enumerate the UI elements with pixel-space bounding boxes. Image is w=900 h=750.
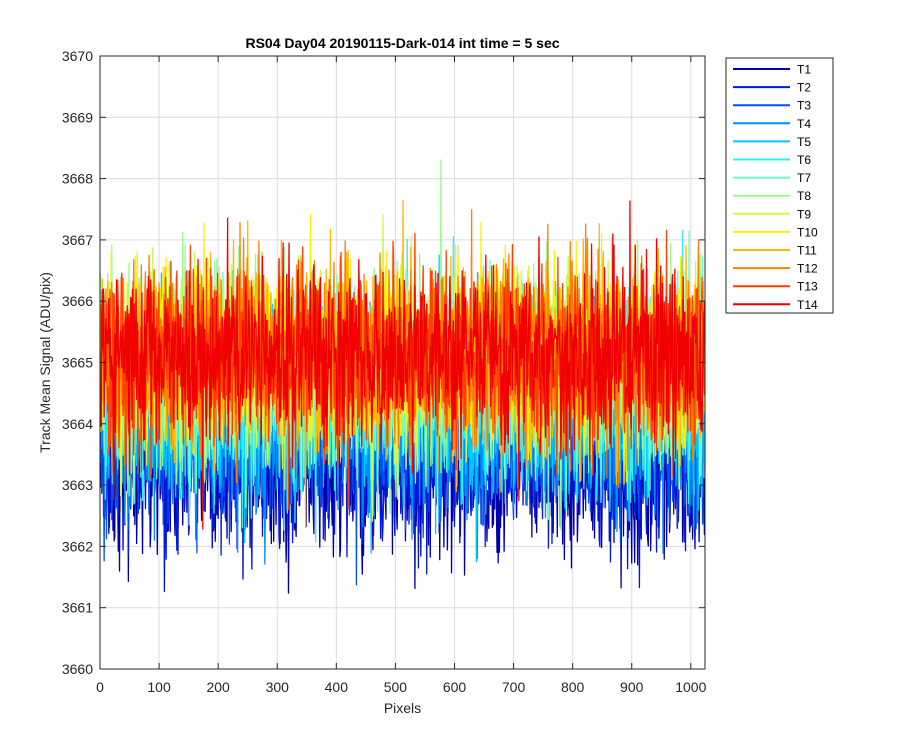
- axis-ticks: 0 100 200 300 400 500 600 700 800 900 1000 3660 3661…: [62, 48, 707, 695]
- legend-label: T4: [797, 117, 811, 131]
- legend-label: T9: [797, 207, 811, 221]
- legend-label: T10: [797, 225, 818, 239]
- legend: T1 T2 T3 T4 T5 T6 T7 T8 T9 T10 T11 T12 T13 T14: [725, 57, 834, 314]
- y-tick-label: 3665: [62, 355, 93, 371]
- chart-title: RS04 Day04 20190115-Dark-014 int time = …: [245, 35, 559, 51]
- legend-label: T2: [797, 81, 811, 95]
- series-line-t14: [100, 200, 705, 530]
- x-tick-label: 1000: [675, 679, 706, 695]
- x-tick-label: 500: [384, 679, 408, 695]
- x-tick-label: 800: [561, 679, 585, 695]
- y-tick-label: 3660: [62, 661, 93, 677]
- legend-label: T1: [797, 63, 811, 77]
- x-tick-label: 700: [502, 679, 526, 695]
- x-tick-label: 900: [620, 679, 644, 695]
- y-tick-label: 3670: [62, 48, 93, 64]
- y-tick-label: 3663: [62, 477, 93, 493]
- legend-label: T13: [797, 280, 818, 294]
- legend-label: T7: [797, 171, 811, 185]
- legend-label: T6: [797, 153, 811, 167]
- legend-label: T5: [797, 135, 811, 149]
- legend-label: T8: [797, 189, 811, 203]
- legend-box: [725, 57, 834, 314]
- series-lines: [100, 159, 705, 594]
- y-tick-label: 3667: [62, 232, 93, 248]
- x-tick-label: 600: [443, 679, 467, 695]
- legend-label: T14: [797, 298, 818, 312]
- y-tick-label: 3661: [62, 600, 93, 616]
- y-tick-label: 3668: [62, 171, 93, 187]
- legend-label: T3: [797, 99, 811, 113]
- y-axis-label: Track Mean Signal (ADU/pix): [37, 272, 53, 453]
- x-axis-label: Pixels: [384, 700, 421, 716]
- legend-label: T12: [797, 262, 818, 276]
- x-tick-label: 0: [96, 679, 104, 695]
- x-tick-label: 400: [325, 679, 349, 695]
- y-tick-label: 3669: [62, 109, 93, 125]
- y-tick-label: 3662: [62, 538, 93, 554]
- y-tick-label: 3664: [62, 416, 93, 432]
- x-tick-label: 300: [266, 679, 290, 695]
- y-tick-label: 3666: [62, 293, 93, 309]
- x-tick-label: 200: [206, 679, 230, 695]
- legend-label: T11: [797, 244, 817, 258]
- x-tick-label: 100: [147, 679, 171, 695]
